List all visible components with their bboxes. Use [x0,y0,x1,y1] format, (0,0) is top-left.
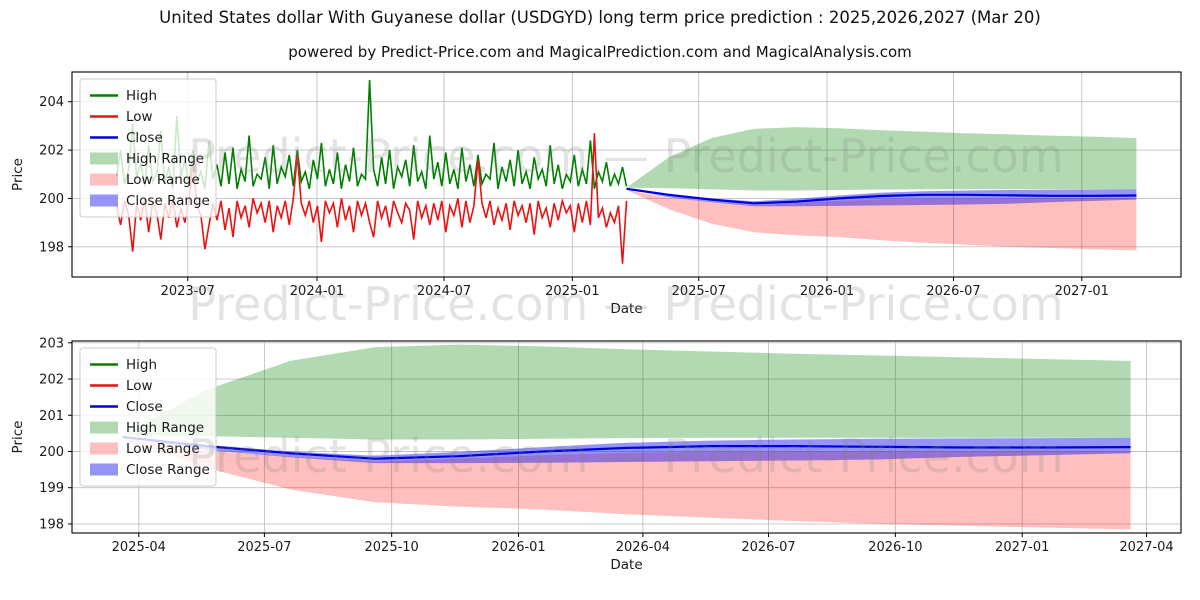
y-axis-label: Price [10,421,26,454]
x-tick-label: 2027-01 [995,540,1049,555]
low-range-band [626,190,1137,251]
x-axis: 2023-07 2024-01 2024-07 2025-01 2025-07 2026-… [161,277,1109,317]
x-tick-label: 2025-07 [672,284,726,299]
bottom-chart: 2025-04 2025-07 2025-10 2026-01 2026-04 2026-… [10,336,1182,573]
legend: High Low Close High Range Low Range Close Ran… [79,347,217,487]
x-axis-label: Date [610,557,642,573]
close-range-band [626,188,1137,207]
legend-swatch-highRange [90,421,118,434]
x-tick-label: 2025-07 [237,540,291,555]
low-line [115,133,628,264]
y-tick-label: 204 [39,95,64,110]
x-axis-label: Date [610,301,642,317]
y-axis-label: Price [10,158,26,191]
legend-swatch-lowRange [90,442,118,455]
legend-swatch-highRange [90,152,118,165]
x-tick-label: 2024-07 [417,284,471,299]
watermark-text: Predict-Price.com — Predict-Price.com [188,129,1063,183]
x-tick-label: 2026-07 [741,540,795,555]
high-range-band [122,344,1131,440]
axis-frame [71,71,1182,278]
x-tick-label: 2025-01 [545,284,599,299]
low-range-band [122,438,1131,530]
y-tick-label: 198 [39,517,64,532]
close-line [626,187,1137,205]
legend-label: High [126,357,157,373]
x-tick-label: 2026-10 [868,540,922,555]
y-tick-label: 202 [39,373,64,388]
y-tick-label: 202 [39,144,64,159]
y-axis: 198 200 202 204 Price [10,95,72,255]
legend-label: High Range [126,420,204,436]
legend-label: Low Range [126,172,200,188]
y-tick-label: 198 [39,240,64,255]
y-tick-label: 200 [39,192,64,207]
x-tick-label: 2027-04 [1119,540,1173,555]
watermark-text: Predict-Price.com — Predict-Price.com [188,429,1063,483]
watermark-text: Predict-Price.com — Predict-Price.com [188,277,1063,330]
legend-label: Low Range [126,441,200,457]
axis-frame [71,340,1182,534]
legend-label: Low [126,109,153,125]
legend-swatch-closeRange [90,463,118,476]
y-tick-label: 199 [39,481,64,496]
page-subtitle: powered by Predict-Price.com and Magical… [288,43,912,61]
x-tick-label: 2025-10 [365,540,419,555]
x-tick-label: 2024-01 [290,284,344,299]
legend-swatch-closeRange [90,194,118,207]
x-tick-label: 2026-01 [800,284,854,299]
y-tick-label: 200 [39,445,64,460]
legend-label: Close Range [126,462,210,478]
page-title: United States dollar With Guyanese dolla… [159,8,1041,27]
legend-label: High Range [126,151,204,167]
x-tick-label: 2027-01 [1055,284,1109,299]
grid [72,72,1181,277]
legend-swatch-lowRange [90,173,118,186]
x-tick-label: 2023-07 [161,284,215,299]
legend-label: High [126,88,157,104]
legend-label: Close [126,130,163,146]
close-range-band [122,437,1131,464]
legend-label: Close [126,399,163,415]
x-tick-label: 2026-01 [491,540,545,555]
high-range-band [626,127,1137,191]
legend-label: Low [126,378,153,394]
x-tick-label: 2025-04 [112,540,166,555]
watermark: Predict-Price.com — Predict-Price.com [188,429,1063,483]
legend: High Low Close High Range Low Range Close Ran… [79,78,217,218]
x-axis: 2025-04 2025-07 2025-10 2026-01 2026-04 2026-… [112,533,1174,573]
y-axis: 198 199 200 201 202 203 Price [10,336,72,532]
y-tick-label: 203 [39,336,64,351]
x-tick-label: 2026-04 [616,540,670,555]
watermark: Predict-Price.com — Predict-Price.com Pre… [188,129,1063,330]
close-line [122,435,1131,460]
y-tick-label: 201 [39,409,64,424]
x-tick-label: 2026-07 [926,284,980,299]
legend-label: Close Range [126,193,210,209]
top-chart: 2023-07 2024-01 2024-07 2025-01 2025-07 2026-… [10,71,1182,330]
